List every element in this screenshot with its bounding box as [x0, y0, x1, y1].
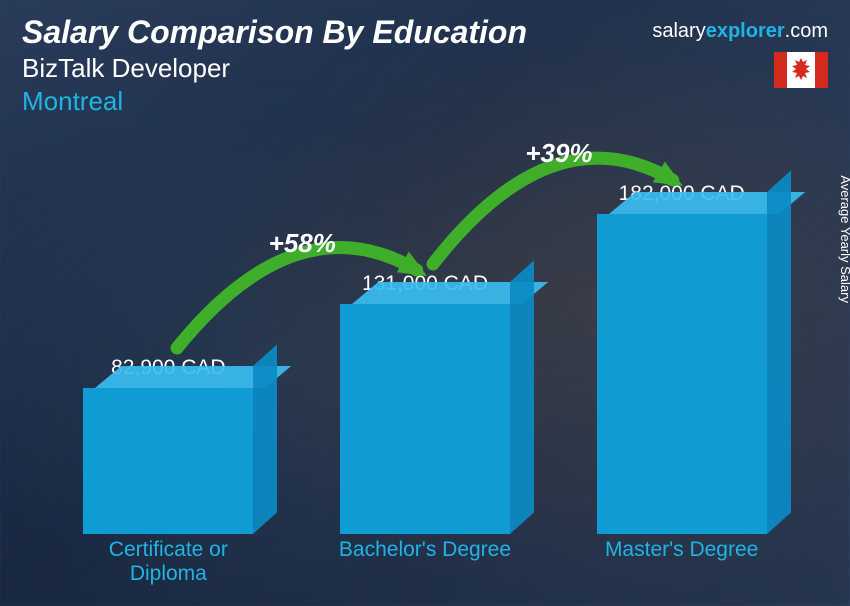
bar-3d — [597, 214, 767, 534]
bar-3d — [83, 388, 253, 534]
brand-suffix: .com — [785, 20, 828, 42]
bar-chart: 82,900 CAD 131,000 CAD 182,000 CAD Certifi… — [40, 160, 810, 590]
chart-title: Salary Comparison By Education — [22, 14, 527, 51]
bar-front-face — [83, 388, 253, 534]
bar-slot-0: 82,900 CAD — [68, 356, 268, 534]
brand-part2: explorer — [706, 20, 785, 42]
header: Salary Comparison By Education BizTalk D… — [22, 14, 527, 117]
canada-flag-icon — [774, 52, 828, 88]
labels-container: Certificate or Diploma Bachelor's Degree M… — [40, 538, 810, 590]
bar-category-label: Master's Degree — [582, 538, 782, 590]
bar-front-face — [340, 304, 510, 534]
bar-category-label: Bachelor's Degree — [325, 538, 525, 590]
bar-3d — [340, 304, 510, 534]
chart-subtitle: BizTalk Developer — [22, 53, 527, 84]
bar-slot-1: 131,000 CAD — [325, 272, 525, 534]
chart-location: Montreal — [22, 86, 527, 117]
bar-front-face — [597, 214, 767, 534]
bar-slot-2: 182,000 CAD — [582, 182, 782, 534]
brand-part1: salary — [652, 20, 705, 42]
bars-container: 82,900 CAD 131,000 CAD 182,000 CAD — [40, 160, 810, 534]
brand-logo: salaryexplorer.com — [652, 20, 828, 43]
bar-side-face — [253, 344, 277, 534]
bar-category-label: Certificate or Diploma — [68, 538, 268, 590]
bar-side-face — [767, 170, 791, 534]
y-axis-label: Average Yearly Salary — [839, 175, 850, 303]
bar-side-face — [510, 260, 534, 534]
